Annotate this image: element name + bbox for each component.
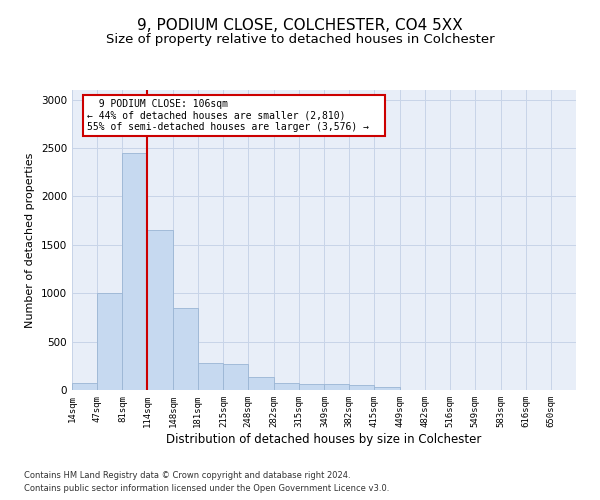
Bar [122,153,148,390]
Y-axis label: Number of detached properties: Number of detached properties [25,152,35,328]
Bar [173,308,198,390]
Text: 9, PODIUM CLOSE, COLCHESTER, CO4 5XX: 9, PODIUM CLOSE, COLCHESTER, CO4 5XX [137,18,463,32]
X-axis label: Distribution of detached houses by size in Colchester: Distribution of detached houses by size … [166,432,482,446]
Bar [325,384,349,390]
Bar [349,384,374,390]
Bar [299,384,325,390]
Bar [198,363,223,390]
Bar [223,364,248,390]
Text: Size of property relative to detached houses in Colchester: Size of property relative to detached ho… [106,32,494,46]
Text: Contains public sector information licensed under the Open Government Licence v3: Contains public sector information licen… [24,484,389,493]
Bar [274,382,299,390]
Bar [248,378,274,390]
Bar [97,293,122,390]
Text: 9 PODIUM CLOSE: 106sqm
← 44% of detached houses are smaller (2,810)
55% of semi-: 9 PODIUM CLOSE: 106sqm ← 44% of detached… [87,99,381,132]
Bar [148,230,173,390]
Bar [72,382,97,390]
Text: Contains HM Land Registry data © Crown copyright and database right 2024.: Contains HM Land Registry data © Crown c… [24,470,350,480]
Bar [374,387,400,390]
